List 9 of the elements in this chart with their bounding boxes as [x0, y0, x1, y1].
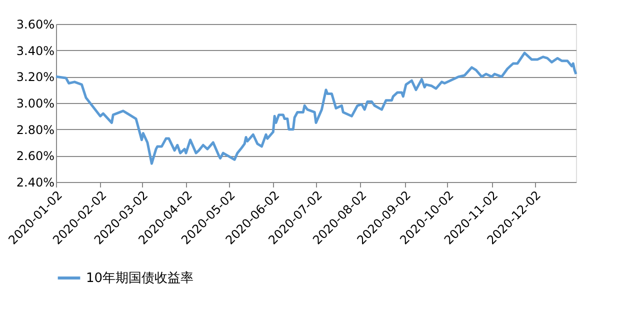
- legend-label: 10年期国债收益率: [86, 270, 194, 286]
- y-tick-label: 2.40%: [16, 176, 54, 190]
- y-tick-label: 3.20%: [16, 70, 54, 84]
- y-tick-label: 3.40%: [16, 44, 54, 58]
- y-tick-label: 2.80%: [16, 122, 54, 137]
- y-tick-label: 3.60%: [16, 18, 54, 32]
- y-tick-label: 2.60%: [16, 149, 54, 164]
- line-series: [54, 52, 578, 165]
- y-tick-label: 3.00%: [16, 96, 54, 110]
